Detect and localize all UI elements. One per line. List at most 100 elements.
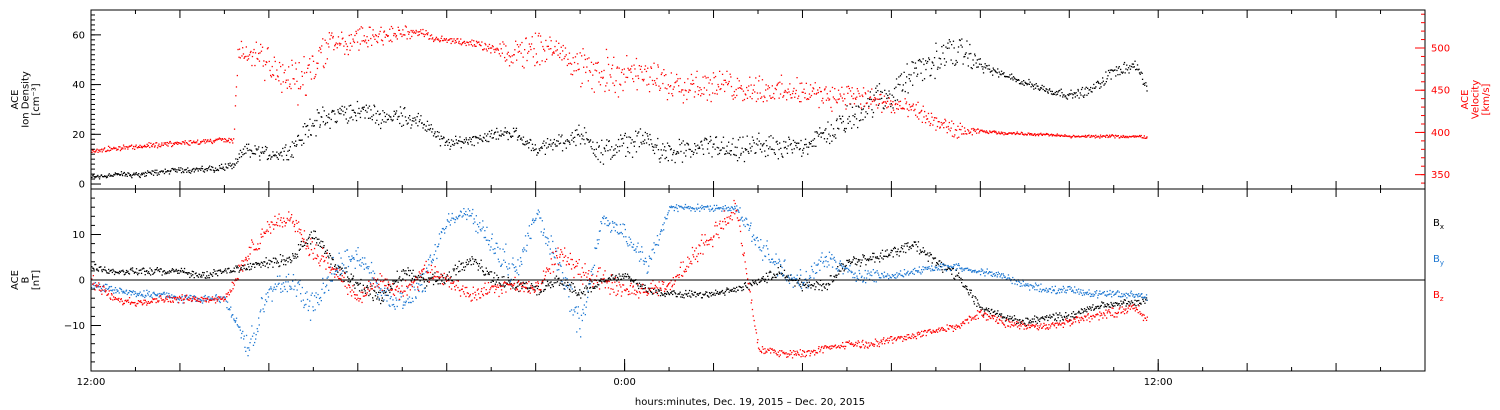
data-point bbox=[687, 91, 690, 93]
data-point bbox=[1001, 317, 1003, 319]
data-point bbox=[787, 145, 789, 147]
data-point bbox=[481, 139, 483, 142]
data-point bbox=[409, 37, 411, 40]
data-point bbox=[604, 281, 606, 283]
data-point bbox=[578, 317, 580, 319]
data-point bbox=[162, 170, 164, 172]
data-point bbox=[393, 306, 396, 308]
data-point bbox=[687, 205, 690, 208]
data-point bbox=[1107, 69, 1110, 72]
data-point bbox=[436, 279, 439, 282]
data-point bbox=[645, 261, 647, 263]
data-point bbox=[702, 76, 704, 78]
data-point bbox=[576, 331, 578, 333]
data-point bbox=[255, 262, 257, 264]
data-point bbox=[611, 64, 614, 66]
data-point bbox=[283, 259, 285, 261]
data-point bbox=[246, 147, 248, 150]
data-point bbox=[123, 171, 125, 174]
data-point bbox=[368, 294, 370, 297]
data-point bbox=[121, 173, 123, 175]
data-point bbox=[917, 59, 920, 62]
data-point bbox=[1047, 91, 1049, 93]
data-point bbox=[486, 226, 488, 228]
data-point bbox=[1091, 136, 1093, 138]
data-point bbox=[1111, 69, 1113, 71]
data-point bbox=[1028, 322, 1030, 324]
data-point bbox=[110, 175, 113, 177]
data-point bbox=[326, 277, 328, 279]
data-point bbox=[804, 97, 806, 99]
data-point bbox=[1016, 132, 1018, 135]
data-point bbox=[106, 176, 109, 178]
data-point bbox=[444, 39, 446, 41]
data-point bbox=[423, 273, 425, 275]
data-point bbox=[471, 256, 473, 258]
data-point bbox=[634, 249, 636, 251]
data-point bbox=[1003, 72, 1005, 74]
data-point bbox=[517, 285, 519, 287]
data-point bbox=[156, 147, 159, 149]
data-point bbox=[851, 261, 853, 263]
data-point bbox=[295, 257, 297, 259]
data-point bbox=[379, 113, 381, 115]
data-point bbox=[540, 147, 542, 149]
data-point bbox=[451, 38, 453, 40]
data-point bbox=[330, 118, 332, 121]
data-point bbox=[268, 60, 270, 63]
data-point bbox=[780, 153, 783, 155]
data-point bbox=[557, 263, 559, 265]
data-point bbox=[808, 146, 810, 148]
data-point bbox=[359, 112, 361, 115]
data-point bbox=[402, 278, 404, 280]
data-point bbox=[1139, 73, 1141, 75]
data-point bbox=[820, 136, 822, 138]
data-point bbox=[538, 293, 540, 296]
data-point bbox=[534, 219, 537, 221]
data-point bbox=[788, 136, 790, 138]
data-point bbox=[336, 270, 338, 272]
data-point bbox=[964, 53, 966, 55]
data-point bbox=[996, 133, 998, 135]
data-point bbox=[118, 292, 120, 294]
data-point bbox=[329, 266, 332, 268]
data-point bbox=[198, 300, 200, 302]
data-point bbox=[374, 295, 377, 297]
data-point bbox=[178, 167, 180, 169]
data-point bbox=[768, 271, 770, 274]
data-point bbox=[736, 94, 738, 97]
data-point bbox=[717, 147, 720, 149]
data-point bbox=[940, 261, 943, 264]
data-point bbox=[970, 292, 972, 294]
data-point bbox=[686, 142, 688, 144]
data-point bbox=[723, 79, 725, 81]
data-point bbox=[463, 266, 465, 268]
data-point bbox=[401, 115, 404, 117]
data-point bbox=[276, 75, 279, 77]
data-point bbox=[94, 151, 96, 153]
data-point bbox=[1035, 316, 1038, 318]
data-point bbox=[953, 136, 955, 138]
data-point bbox=[189, 276, 191, 279]
data-point bbox=[929, 124, 931, 127]
data-point bbox=[192, 274, 194, 276]
data-point bbox=[1016, 319, 1019, 321]
data-point bbox=[878, 103, 880, 105]
data-point bbox=[1062, 135, 1065, 137]
data-point bbox=[324, 252, 326, 254]
data-point bbox=[314, 230, 316, 233]
data-point bbox=[755, 152, 757, 154]
data-point bbox=[283, 285, 286, 288]
data-point bbox=[994, 131, 996, 133]
data-point bbox=[363, 268, 365, 270]
data-point bbox=[706, 139, 708, 141]
data-point bbox=[363, 35, 365, 37]
data-point bbox=[470, 264, 472, 266]
data-point bbox=[405, 120, 407, 122]
data-point bbox=[352, 275, 355, 277]
data-point bbox=[817, 135, 820, 137]
data-point bbox=[545, 285, 547, 287]
data-point bbox=[131, 291, 133, 293]
data-point bbox=[686, 98, 688, 101]
data-point bbox=[279, 254, 282, 256]
